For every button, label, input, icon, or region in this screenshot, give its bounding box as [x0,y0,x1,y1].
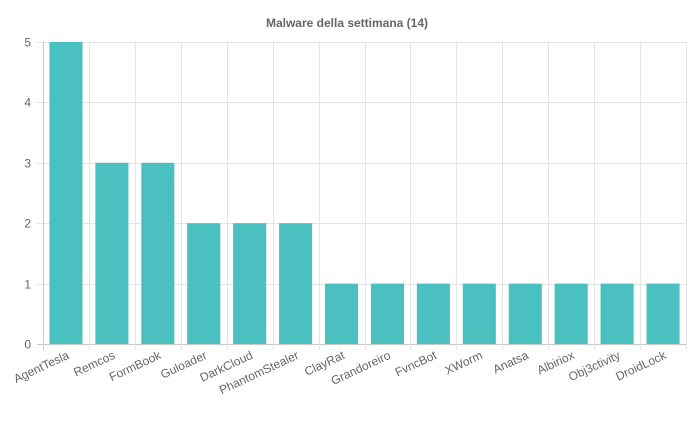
x-tick-label-XWorm: XWorm [443,348,485,378]
chart-title: Malware della settimana (14) [266,16,428,30]
bar-Albiriox[interactable] [554,283,588,344]
grid-layer [37,42,687,350]
x-tick-label-AgentTesla: AgentTesla [12,348,72,386]
bar-Guloader[interactable] [187,223,221,344]
x-tick-label-FvncBot: FvncBot [393,348,439,380]
bar-XWorm[interactable] [462,283,496,344]
y-tick-label-3: 3 [24,157,31,171]
x-tick-label-Obj3ctivity: Obj3ctivity [566,348,622,384]
bar-ClayRat[interactable] [325,283,359,344]
bar-Anatsa[interactable] [508,283,542,344]
y-tick-label-1: 1 [24,278,31,292]
y-tick-label-4: 4 [24,96,31,110]
x-axis-ticks: AgentTesla RemcosFormBookGuloaderDarkClou… [12,348,670,397]
y-tick-label-0: 0 [24,338,31,352]
bar-Grandoreiro[interactable] [370,283,404,344]
y-tick-label-2: 2 [24,217,31,231]
bar-Remcos[interactable] [95,162,129,344]
bar-FvncBot[interactable] [416,283,450,344]
bar-Obj3ctivity[interactable] [600,283,634,344]
bar-layer [49,42,680,344]
x-tick-label-FormBook: FormBook [107,348,164,385]
y-tick-label-5: 5 [24,36,31,50]
bar-DroidLock[interactable] [646,283,680,344]
y-axis-ticks: 0 1 2 3 4 5 [24,36,31,352]
bar-DarkCloud[interactable] [233,223,267,344]
bar-PhantomStealer[interactable] [279,223,313,344]
bar-AgentTesla[interactable] [49,42,83,344]
x-tick-label-DroidLock: DroidLock [613,348,669,384]
bar-FormBook[interactable] [141,162,175,344]
x-tick-label-Anatsa: Anatsa [491,348,531,377]
